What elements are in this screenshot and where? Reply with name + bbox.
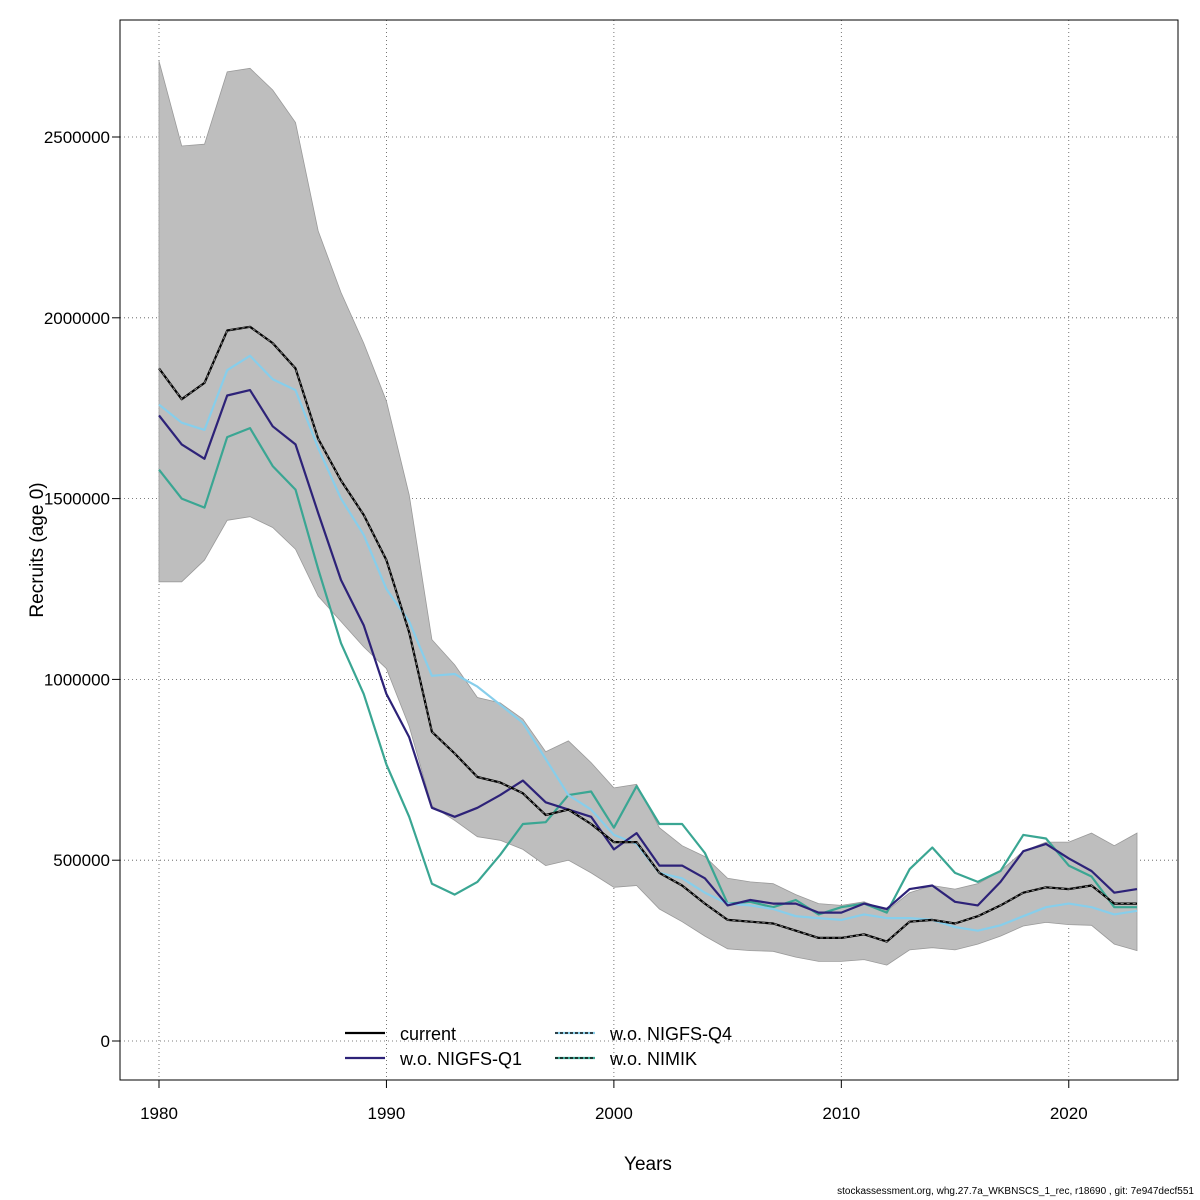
x-tick-label: 2000 — [595, 1104, 633, 1123]
footer-credit: stockassessment.org, whg.27.7a_WKBNSCS_1… — [837, 1186, 1194, 1197]
legend: current w.o. NIGFS-Q1 w.o. NIGFS-Q4 w.o. NI… — [345, 1024, 732, 1069]
y-tick-label: 500000 — [53, 851, 110, 870]
y-tick-label: 1000000 — [44, 670, 110, 689]
legend-label-w-o-nimik: w.o. NIMIK — [609, 1049, 697, 1069]
series-line-w-o-nimik — [158, 427, 1137, 916]
series-line-w-o-nigfs-q1 — [158, 389, 1138, 914]
x-tick-label: 1980 — [140, 1104, 178, 1123]
legend-label-w-o-nigfs-q1: w.o. NIGFS-Q1 — [399, 1049, 522, 1069]
y-axis: 0 500000 1000000 1500000 2000000 2500000 — [44, 128, 120, 1051]
confidence-band-area — [158, 60, 1138, 966]
x-tick-label: 1990 — [368, 1104, 406, 1123]
series-line-current-dash-overlay — [158, 326, 1137, 943]
legend-label-w-o-nigfs-q4: w.o. NIGFS-Q4 — [609, 1024, 732, 1044]
y-tick-label: 2000000 — [44, 309, 110, 328]
x-tick-label: 2020 — [1050, 1104, 1088, 1123]
y-tick-label: 2500000 — [44, 128, 110, 147]
plot-frame — [119, 19, 1179, 1081]
legend-label-current: current — [400, 1024, 456, 1044]
y-axis-label: Recruits (age 0) — [27, 482, 48, 617]
x-axis: 1980 1990 2000 2010 2020 — [140, 1080, 1088, 1123]
y-tick-label: 1500000 — [44, 490, 110, 509]
confidence-band — [158, 60, 1138, 966]
x-axis-label: Years — [624, 1154, 672, 1175]
series-lines — [158, 325, 1138, 943]
x-tick-label: 2010 — [822, 1104, 860, 1123]
y-tick-label: 0 — [101, 1032, 110, 1051]
